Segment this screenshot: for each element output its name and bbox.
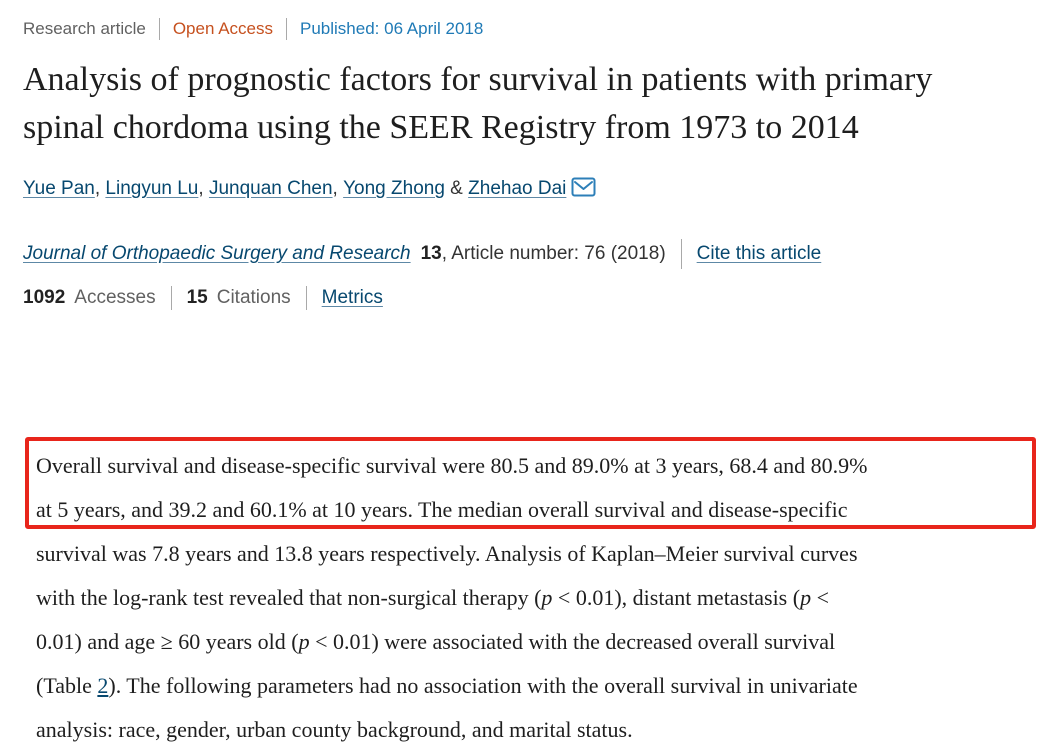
- metrics-link[interactable]: Metrics: [321, 287, 383, 308]
- abstract-text: at 5 years, and 39.2 and 60.1% at 10 yea…: [36, 497, 848, 522]
- journal-bar: Journal of Orthopaedic Surgery and Resea…: [23, 239, 1048, 269]
- abstract-text: with the log-rank test revealed that non…: [36, 585, 542, 610]
- accesses-count: 1092: [23, 287, 66, 308]
- abstract-text: 0.01) and age ≥ 60 years old (: [36, 629, 299, 654]
- abstract-paragraph: Overall survival and disease-specific su…: [0, 444, 1048, 752]
- p-value-variable: p: [800, 585, 812, 610]
- author-separator: ,: [198, 178, 209, 199]
- citations-count: 15: [186, 287, 208, 308]
- article-header: Research article Open Access Published: …: [0, 0, 1048, 310]
- abstract-text: Overall survival and disease-specific su…: [36, 453, 868, 478]
- separator: [286, 18, 287, 40]
- cite-this-article-link[interactable]: Cite this article: [696, 243, 822, 264]
- author-separator: &: [444, 178, 469, 199]
- abstract-text: ). The following parameters had no assoc…: [108, 673, 858, 698]
- abstract-line: 0.01) and age ≥ 60 years old (p < 0.01) …: [0, 620, 1048, 664]
- author-separator: ,: [94, 178, 106, 199]
- metrics-bar: 1092 Accesses 15 Citations Metrics: [23, 286, 1048, 310]
- abstract-line: (Table 2). The following parameters had …: [0, 664, 1048, 708]
- author-link[interactable]: Zhehao Dai: [468, 178, 567, 199]
- published-date: Published: 06 April 2018: [300, 19, 484, 38]
- separator: [170, 286, 172, 310]
- citations-label: Citations: [216, 287, 291, 308]
- abstract-line: Overall survival and disease-specific su…: [0, 444, 1048, 488]
- abstract-text: < 0.01), distant metastasis (: [552, 585, 801, 610]
- meta-bar: Research article Open Access Published: …: [23, 18, 1048, 40]
- author-link[interactable]: Yong Zhong: [343, 178, 445, 199]
- abstract-line: survival was 7.8 years and 13.8 years re…: [0, 532, 1048, 576]
- journal-link[interactable]: Journal of Orthopaedic Surgery and Resea…: [23, 243, 411, 264]
- separator: [305, 286, 307, 310]
- abstract-section: Overall survival and disease-specific su…: [0, 444, 1048, 752]
- abstract-text: < 0.01) were associated with the decreas…: [309, 629, 836, 654]
- abstract-text: <: [811, 585, 829, 610]
- author-separator: ,: [332, 178, 344, 199]
- p-value-variable: p: [541, 585, 553, 610]
- author-list: Yue Pan, Lingyun Lu, Junquan Chen, Yong …: [23, 177, 1048, 203]
- abstract-text: analysis: race, gender, urban county bac…: [36, 717, 633, 742]
- author-link[interactable]: Lingyun Lu: [105, 178, 199, 199]
- abstract-text: (Table: [36, 673, 98, 698]
- open-access-label: Open Access: [172, 19, 273, 38]
- envelope-icon[interactable]: [571, 177, 596, 203]
- abstract-line: with the log-rank test revealed that non…: [0, 576, 1048, 620]
- separator: [680, 239, 682, 269]
- table-2-link[interactable]: 2: [97, 673, 109, 698]
- journal-volume: 13: [420, 243, 442, 264]
- accesses-label: Accesses: [74, 287, 156, 308]
- separator: [158, 18, 160, 40]
- author-link[interactable]: Yue Pan: [23, 178, 95, 199]
- article-type-label: Research article: [23, 19, 146, 38]
- author-link[interactable]: Junquan Chen: [208, 178, 333, 199]
- abstract-text: survival was 7.8 years and 13.8 years re…: [36, 541, 858, 566]
- abstract-line: analysis: race, gender, urban county bac…: [0, 708, 1048, 752]
- p-value-variable: p: [298, 629, 310, 654]
- abstract-line: at 5 years, and 39.2 and 60.1% at 10 yea…: [0, 488, 1048, 532]
- article-title: Analysis of prognostic factors for survi…: [23, 61, 933, 146]
- article-number: , Article number: 76 (2018): [441, 243, 666, 264]
